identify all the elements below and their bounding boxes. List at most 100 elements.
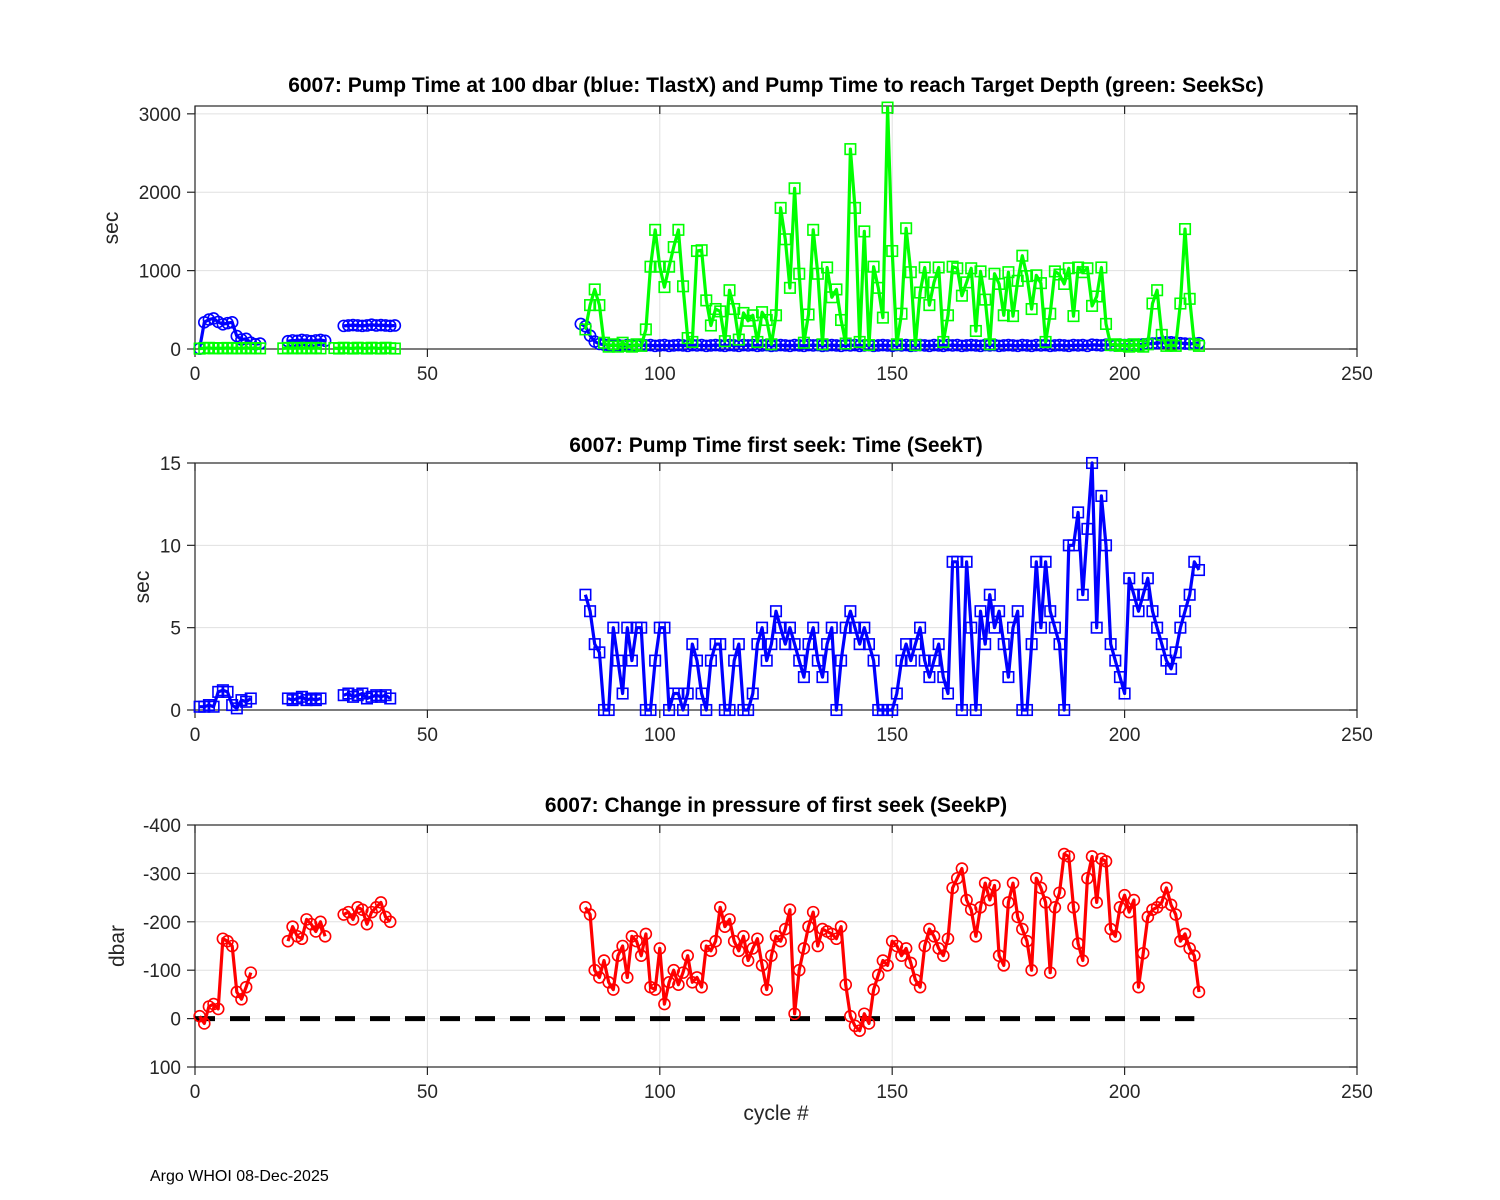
series-SeekP-marker — [918, 939, 932, 953]
series-SeekT-marker — [579, 588, 592, 601]
series-SeekT-marker — [1020, 703, 1034, 717]
series-SeekSc-marker — [676, 280, 690, 293]
x-tick-label: 150 — [876, 1082, 908, 1103]
series-SeekT-marker — [932, 638, 945, 651]
series-SeekP-marker — [867, 983, 880, 996]
x-tick-label: 200 — [1109, 364, 1141, 385]
series-TlastX-marker — [969, 339, 983, 352]
series-SeekT-marker — [1044, 605, 1057, 618]
series-SeekT-marker — [728, 654, 741, 667]
series-SeekT-marker — [1118, 687, 1131, 700]
series-SeekT-marker — [862, 638, 876, 651]
series-SeekP-marker — [1053, 886, 1066, 900]
x-tick-label: 0 — [190, 1082, 201, 1103]
series-SeekSc-marker — [1020, 270, 1034, 283]
series-SeekP-marker — [751, 932, 764, 946]
series-TlastX-marker — [778, 339, 792, 352]
series-SeekSc-marker — [663, 260, 676, 273]
series-TlastX-marker — [695, 338, 708, 352]
series-SeekT-marker — [900, 638, 913, 651]
series-SeekP-marker — [881, 959, 894, 972]
series-SeekT-marker — [1081, 522, 1094, 535]
series-SeekT-marker — [1048, 621, 1061, 634]
series-TlastX-marker — [356, 319, 369, 333]
footer-text: Argo WHOI 08-Dec-2025 — [150, 1168, 329, 1185]
y-tick-label: 3000 — [139, 105, 181, 126]
series-SeekT-marker — [611, 654, 625, 667]
series-SeekP-marker — [648, 983, 662, 996]
series-SeekSc-marker — [955, 289, 968, 302]
series-TlastX-marker — [374, 318, 388, 332]
series-SeekSc-marker — [974, 265, 987, 278]
series-TlastX-marker — [918, 339, 932, 352]
axes-box — [194, 824, 1358, 1068]
series-SeekT-marker — [1086, 456, 1099, 470]
series-SeekP-marker — [732, 944, 746, 958]
series-SeekSc-marker — [704, 319, 717, 332]
chart2-title: 6007: Pump Time first seek: Time (SeekT) — [569, 434, 983, 457]
series-TlastX-marker — [1095, 339, 1108, 352]
series-SeekP-marker — [583, 908, 597, 921]
series-SeekT-marker — [1058, 703, 1071, 717]
series-TlastX-marker — [365, 318, 378, 332]
series-SeekSc-marker — [1169, 339, 1182, 352]
series-SeekT-marker — [1109, 654, 1122, 667]
series-SeekSc-marker — [793, 267, 806, 280]
series-TlastX-marker — [216, 318, 230, 331]
series-SeekSc-marker — [918, 261, 931, 274]
series-SeekSc-marker — [969, 324, 982, 338]
series-TlastX-marker — [709, 338, 722, 352]
series-SeekP-marker — [1192, 985, 1206, 999]
series-SeekT-marker — [746, 687, 759, 700]
series-SeekT-marker — [955, 703, 968, 717]
series-SeekP-marker — [1132, 980, 1145, 994]
series-SeekT-marker — [886, 703, 899, 717]
series-SeekT-marker — [1039, 555, 1052, 568]
series-SeekP-marker — [978, 876, 992, 890]
series-SeekP-marker — [839, 978, 853, 992]
series-TlastX-marker — [946, 339, 959, 352]
series-SeekT-marker — [1127, 588, 1140, 601]
series-SeekP-marker — [899, 942, 913, 955]
y-tick-label: 5 — [170, 619, 181, 640]
series-SeekP-marker — [955, 862, 969, 875]
series-SeekT-marker — [1006, 621, 1020, 634]
series-TlastX-marker — [653, 339, 667, 352]
series-TlastX-marker — [388, 319, 402, 332]
series-SeekSc-marker — [858, 225, 871, 238]
series-SeekT-marker — [732, 638, 745, 651]
series-SeekT-marker — [760, 654, 773, 667]
series-TlastX-marker — [871, 339, 885, 352]
series-SeekSc-marker — [1192, 339, 1206, 352]
series-SeekT-marker — [676, 703, 690, 717]
series-SeekT-marker — [960, 555, 973, 568]
series-SeekSc-marker — [983, 338, 996, 351]
series-TlastX-marker — [1076, 338, 1090, 352]
series-SeekT-marker — [1011, 605, 1024, 618]
series-SeekT-marker — [1151, 621, 1164, 634]
series-SeekT-marker — [1178, 605, 1192, 618]
series-SeekT-marker — [1192, 563, 1206, 577]
series-TlastX-marker — [876, 338, 890, 352]
series-TlastX-marker — [672, 338, 685, 352]
series-SeekP-marker — [1048, 900, 1062, 914]
chart3-ylabel: dbar — [106, 924, 129, 968]
series-SeekSc-marker — [923, 299, 936, 312]
x-tick-label: 250 — [1341, 1082, 1373, 1103]
series-SeekSc-marker — [811, 267, 824, 280]
series-SeekSc-marker — [802, 308, 815, 321]
series-TlastX-marker — [221, 316, 234, 330]
series-TlastX-marker — [1085, 338, 1099, 351]
series-SeekT-marker — [1183, 588, 1196, 601]
series-SeekT-marker — [607, 621, 620, 634]
series-SeekSc-marker — [904, 266, 917, 279]
series-SeekP-marker — [1169, 908, 1183, 921]
series-SeekT-marker — [1123, 572, 1136, 585]
axes-box — [194, 462, 1358, 711]
series-SeekSc-marker — [1178, 223, 1192, 236]
series-SeekSc-marker — [886, 244, 899, 258]
series-TlastX-marker — [927, 338, 941, 352]
series-SeekSc-marker — [839, 337, 852, 350]
series-SeekSc-marker — [1090, 290, 1103, 303]
series-SeekT-marker — [1072, 506, 1085, 519]
